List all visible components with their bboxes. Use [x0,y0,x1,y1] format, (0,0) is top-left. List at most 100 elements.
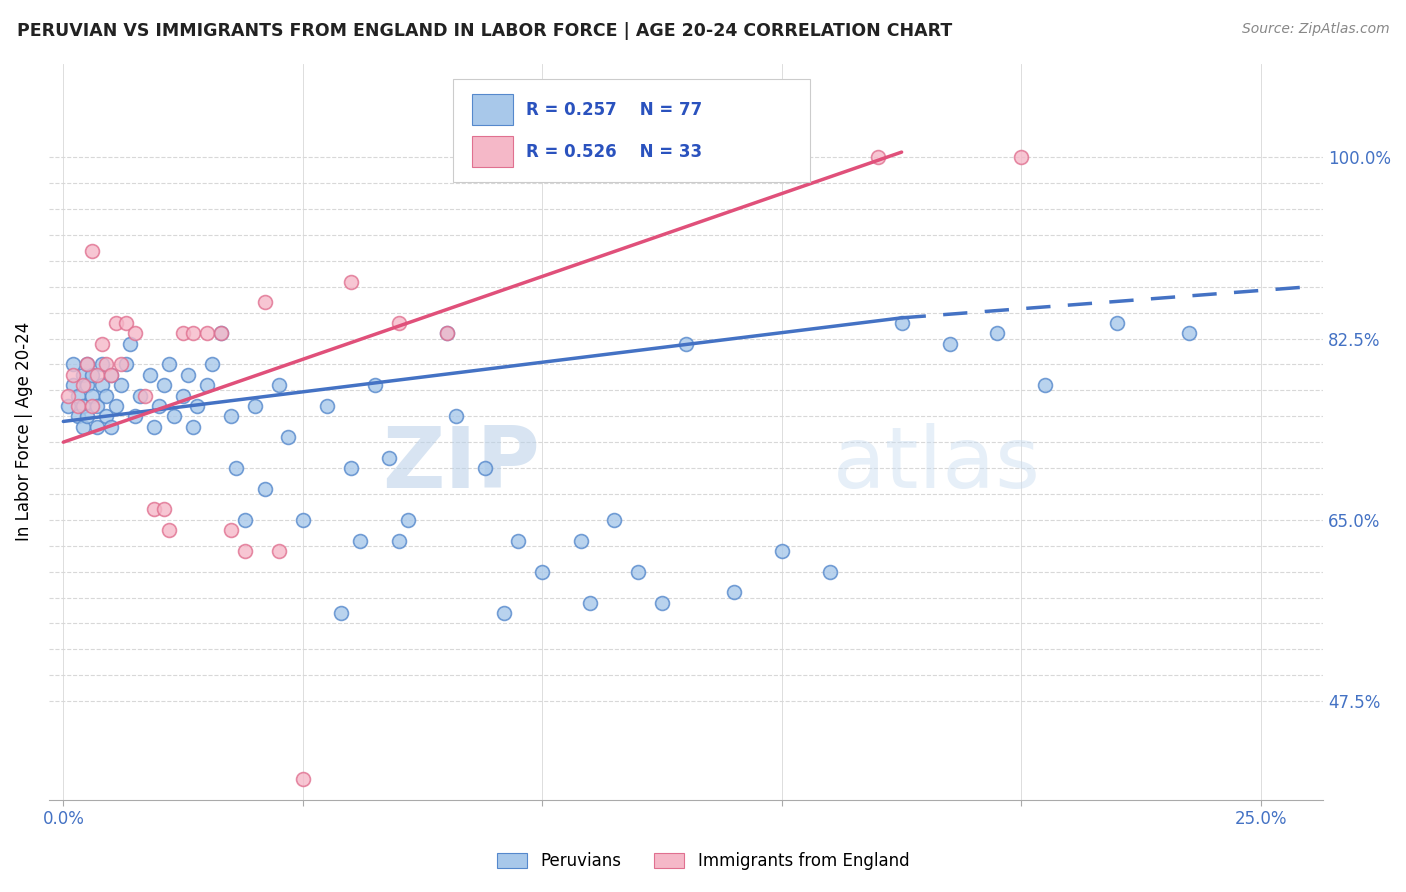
Point [291,772,314,786]
Point [474,461,496,475]
Point [315,399,337,413]
Point [243,399,266,413]
Point [66,399,89,413]
Point [124,409,146,424]
Point [62,378,84,392]
Point [201,358,224,372]
Point [143,502,166,516]
Point [76,409,98,424]
Point [114,316,136,330]
Point [195,326,218,341]
Text: atlas: atlas [832,424,1040,507]
Point [388,316,411,330]
Point [96,409,118,424]
Point [90,336,112,351]
Point [90,358,112,372]
Point [148,399,170,413]
Text: Source: ZipAtlas.com: Source: ZipAtlas.com [1241,22,1389,37]
Point [235,513,257,527]
Point [56,399,79,413]
Point [100,419,122,434]
Point [818,565,841,579]
Point [105,316,128,330]
Point [96,358,118,372]
Point [181,326,204,341]
Point [1033,378,1056,392]
Point [339,275,361,289]
Point [172,388,194,402]
Point [1107,316,1129,330]
Point [209,326,232,341]
Point [177,368,200,382]
Text: R = 0.526    N = 33: R = 0.526 N = 33 [526,143,702,161]
Point [330,606,353,620]
Text: R = 0.257    N = 77: R = 0.257 N = 77 [526,101,702,119]
Point [153,378,176,392]
Point [627,565,650,579]
Point [291,513,314,527]
Point [110,358,132,372]
Point [62,358,84,372]
Point [72,419,94,434]
Point [80,399,103,413]
Point [603,513,626,527]
Point [378,450,401,465]
Point [364,378,387,392]
Point [219,409,242,424]
Point [436,326,458,341]
Point [138,368,160,382]
Point [181,419,204,434]
Point [388,533,411,548]
Point [72,399,94,413]
Text: ZIP: ZIP [382,424,540,507]
Point [76,378,98,392]
Legend: Peruvians, Immigrants from England: Peruvians, Immigrants from England [491,846,915,877]
Point [80,388,103,402]
Point [80,368,103,382]
Point [100,368,122,382]
Point [80,244,103,258]
Point [986,326,1008,341]
Point [770,544,793,558]
Point [444,409,467,424]
Point [225,461,247,475]
Point [129,388,152,402]
FancyBboxPatch shape [472,136,513,167]
Point [157,523,180,537]
Point [120,336,142,351]
Point [134,388,156,402]
FancyBboxPatch shape [453,78,810,182]
Point [267,544,290,558]
Point [157,358,180,372]
Point [436,326,458,341]
Point [195,378,218,392]
Point [277,430,299,444]
Point [162,409,184,424]
Point [186,399,208,413]
Point [675,336,697,351]
Point [723,585,745,599]
Point [105,399,128,413]
Point [62,368,84,382]
Point [100,368,122,382]
Point [396,513,419,527]
Point [219,523,242,537]
Point [339,461,361,475]
Point [86,399,108,413]
Point [96,388,118,402]
Point [86,368,108,382]
Point [114,358,136,372]
Point [253,482,276,496]
Point [349,533,371,548]
Point [267,378,290,392]
Point [72,378,94,392]
Point [124,326,146,341]
Point [492,606,515,620]
Point [209,326,232,341]
Point [72,368,94,382]
Point [66,409,89,424]
Point [153,502,176,516]
FancyBboxPatch shape [472,95,513,125]
Point [66,388,89,402]
Point [86,419,108,434]
